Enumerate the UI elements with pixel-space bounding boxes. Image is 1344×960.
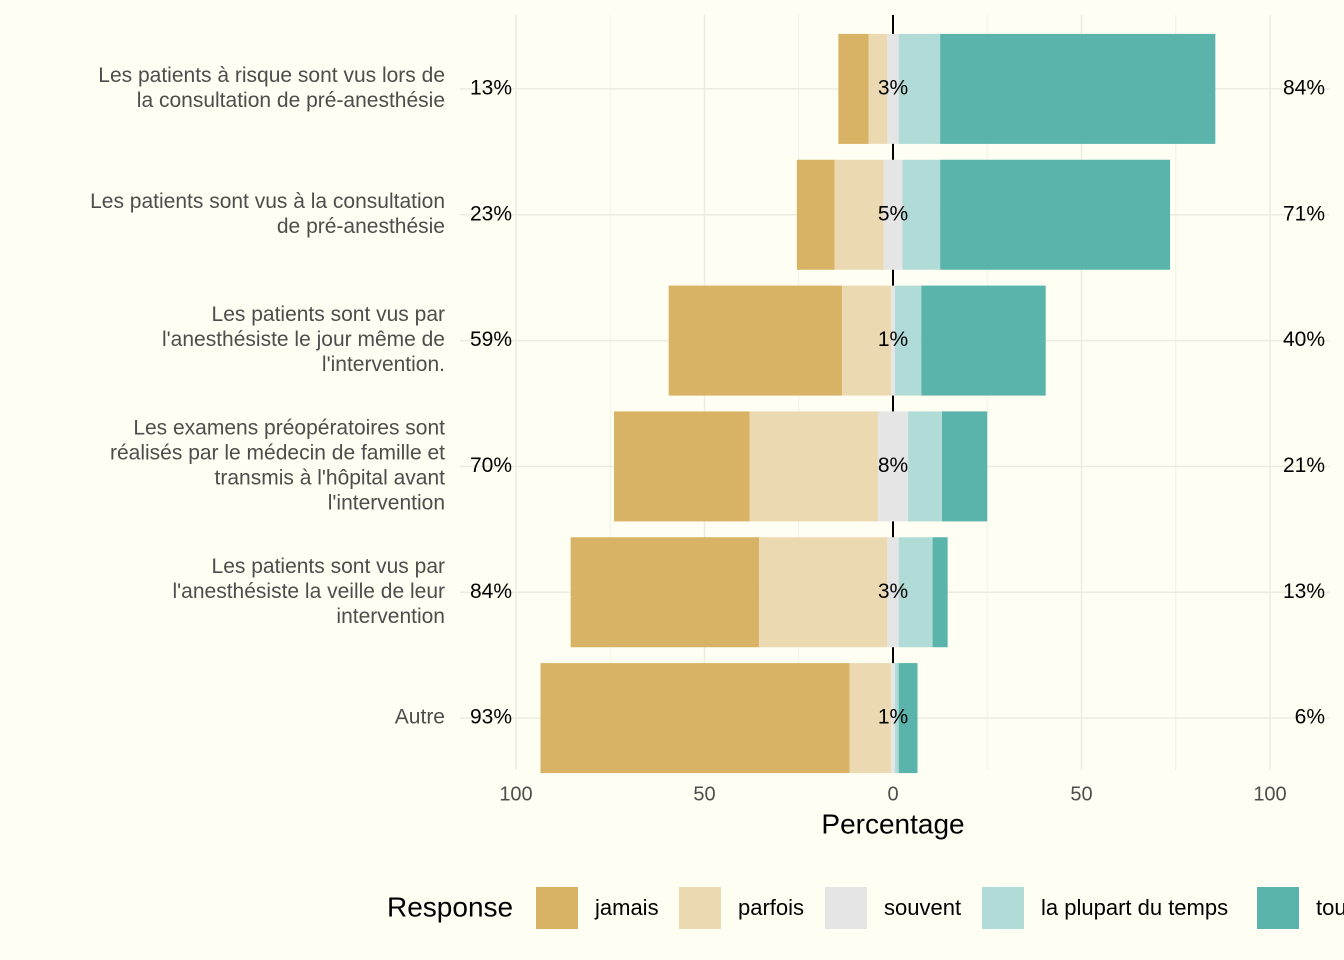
bar-segment bbox=[614, 411, 750, 522]
bar-segment bbox=[570, 537, 760, 648]
bar-segment bbox=[940, 159, 1171, 270]
y-tick-label: l'intervention bbox=[328, 491, 445, 514]
bar-segment bbox=[891, 285, 895, 396]
bar-segment bbox=[838, 33, 869, 144]
bar-segment bbox=[883, 159, 903, 270]
y-tick-label: la consultation de pré-anesthésie bbox=[137, 89, 445, 112]
bar-segment bbox=[842, 285, 892, 396]
x-tick-label: 0 bbox=[887, 783, 898, 805]
y-tick-label: Les examens préopératoires sont bbox=[133, 416, 445, 439]
legend-label: jamais bbox=[594, 895, 659, 920]
legend-title: Response bbox=[387, 891, 513, 922]
right-label: 71% bbox=[1283, 202, 1325, 225]
bar-segment bbox=[540, 663, 850, 774]
y-tick-label: Les patients sont vus par bbox=[212, 303, 445, 326]
x-tick-label: 100 bbox=[499, 783, 532, 805]
right-label: 84% bbox=[1283, 76, 1325, 99]
y-tick-label: Autre bbox=[395, 706, 445, 729]
x-tick-label: 100 bbox=[1253, 783, 1286, 805]
bar-segment bbox=[921, 285, 1046, 396]
x-axis-label: Percentage bbox=[821, 808, 964, 839]
center-label: 5% bbox=[878, 202, 908, 225]
y-tick-label: l'intervention. bbox=[322, 353, 445, 376]
center-label: 1% bbox=[878, 328, 908, 351]
center-label: 3% bbox=[878, 580, 908, 603]
y-tick-label: transmis à l'hôpital avant bbox=[215, 466, 446, 489]
center-label: 1% bbox=[878, 706, 908, 729]
bar-segment bbox=[898, 537, 933, 648]
bar-segment bbox=[849, 663, 892, 774]
bar-segment bbox=[796, 159, 835, 270]
y-tick-label: l'anesthésiste la veille de leur bbox=[173, 580, 446, 603]
legend-key bbox=[982, 887, 1024, 929]
bar-segment bbox=[932, 537, 948, 648]
bar-segment bbox=[942, 411, 988, 522]
legend-label: la plupart du temps bbox=[1041, 895, 1228, 920]
y-tick-label: intervention bbox=[336, 605, 445, 628]
bar-segment bbox=[894, 285, 922, 396]
bar-segment bbox=[759, 537, 888, 648]
bar-segment bbox=[887, 537, 899, 648]
bar-segment bbox=[902, 159, 941, 270]
left-label: 59% bbox=[470, 328, 512, 351]
left-label: 23% bbox=[470, 202, 512, 225]
bar-segment bbox=[887, 33, 899, 144]
right-label: 13% bbox=[1283, 580, 1325, 603]
legend-label: toujours bbox=[1316, 895, 1344, 920]
bar-segment bbox=[834, 159, 884, 270]
legend-key bbox=[536, 887, 578, 929]
legend-key bbox=[1257, 887, 1299, 929]
legend-key bbox=[679, 887, 721, 929]
center-label: 8% bbox=[878, 454, 908, 477]
y-tick-label: réalisés par le médecin de famille et bbox=[110, 441, 445, 464]
bar-segment bbox=[891, 663, 895, 774]
bar-segment bbox=[894, 663, 899, 774]
left-label: 93% bbox=[470, 706, 512, 729]
bar-segment bbox=[749, 411, 878, 522]
right-label: 6% bbox=[1295, 706, 1325, 729]
legend-key bbox=[825, 887, 867, 929]
x-tick-label: 50 bbox=[693, 783, 715, 805]
bar-segment bbox=[668, 285, 843, 396]
y-tick-label: Les patients à risque sont vus lors de bbox=[98, 64, 445, 87]
right-label: 21% bbox=[1283, 454, 1325, 477]
y-tick-label: Les patients sont vus à la consultation bbox=[90, 190, 445, 213]
y-tick-label: l'anesthésiste le jour même de bbox=[162, 328, 445, 351]
legend-label: souvent bbox=[884, 895, 961, 920]
bar-segment bbox=[898, 33, 941, 144]
y-tick-label: de pré-anesthésie bbox=[277, 215, 445, 238]
left-label: 70% bbox=[470, 454, 512, 477]
right-label: 40% bbox=[1283, 328, 1325, 351]
left-label: 13% bbox=[470, 76, 512, 99]
bar-segment bbox=[898, 663, 918, 774]
legend-label: parfois bbox=[738, 895, 804, 920]
bar-segment bbox=[908, 411, 943, 522]
bar-segment bbox=[877, 411, 909, 522]
bar-segment bbox=[868, 33, 888, 144]
y-tick-label: Les patients sont vus par bbox=[212, 555, 445, 578]
left-label: 84% bbox=[470, 580, 512, 603]
bar-segment bbox=[940, 33, 1216, 144]
x-tick-label: 50 bbox=[1070, 783, 1092, 805]
center-label: 3% bbox=[878, 76, 908, 99]
